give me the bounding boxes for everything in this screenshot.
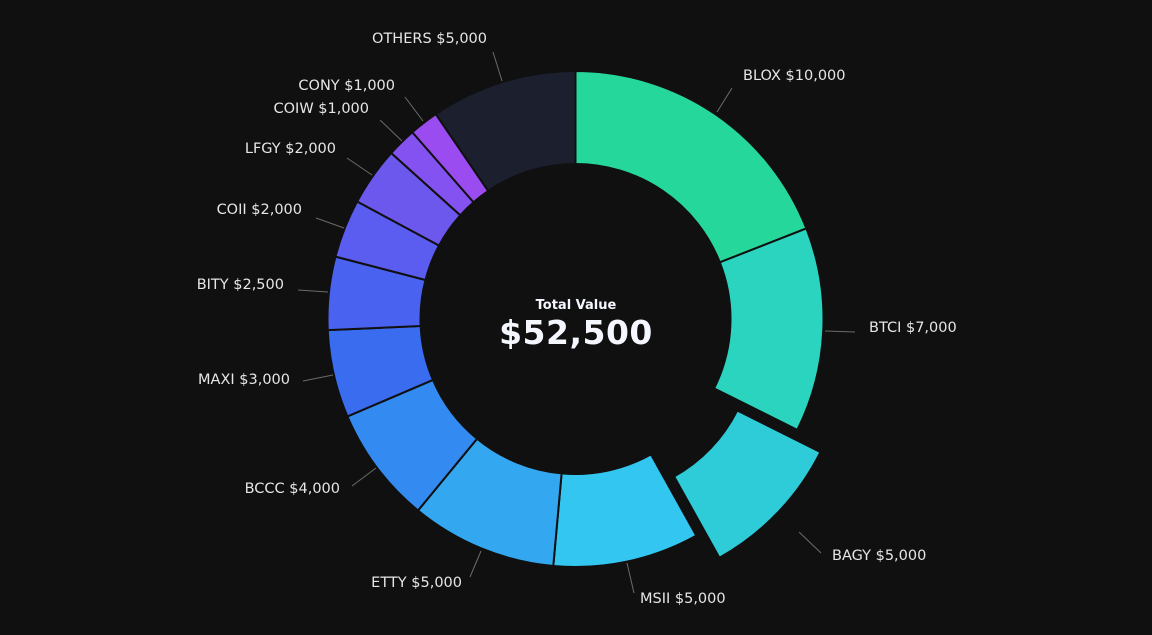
segment-msii[interactable]: [552, 453, 698, 568]
total-value-amount: $52,500: [499, 313, 653, 352]
leader-line-bagy: [798, 531, 822, 554]
donut-segments: [326, 69, 825, 568]
leader-line-coii: [315, 217, 345, 229]
label-etty: ETTY $5,000: [371, 575, 462, 591]
leader-line-lfgy: [346, 157, 373, 176]
center-summary: Total Value $52,500: [476, 298, 676, 352]
label-lfgy: LFGY $2,000: [245, 141, 336, 157]
label-bagy: BAGY $5,000: [832, 548, 926, 564]
label-bity: BITY $2,500: [197, 277, 284, 293]
segment-others[interactable]: [434, 69, 577, 193]
label-others: OTHERS $5,000: [372, 31, 487, 47]
label-blox: BLOX $10,000: [743, 68, 846, 84]
label-bccc: BCCC $4,000: [245, 481, 340, 497]
leader-line-msii: [626, 562, 635, 594]
leader-line-bccc: [351, 467, 377, 487]
segment-btci[interactable]: [712, 227, 825, 432]
leader-line-bity: [297, 289, 329, 293]
leader-line-coiw: [379, 119, 403, 142]
leader-line-others: [492, 51, 503, 82]
leader-line-maxi: [302, 374, 334, 382]
label-maxi: MAXI $3,000: [198, 372, 290, 388]
label-coiw: COIW $1,000: [274, 101, 370, 117]
label-leader-lines: [297, 51, 856, 594]
leader-line-cony: [404, 96, 424, 122]
leader-line-etty: [469, 550, 482, 578]
leader-line-blox: [716, 87, 733, 113]
total-value-title: Total Value: [535, 298, 617, 313]
segment-bagy[interactable]: [672, 409, 822, 560]
label-cony: CONY $1,000: [298, 78, 395, 94]
label-coii: COII $2,000: [217, 202, 302, 218]
slice-labels: BLOX $10,000 BTCI $7,000 BAGY $5,000 MSII $…: [197, 31, 957, 607]
label-msii: MSII $5,000: [640, 591, 726, 607]
segment-blox[interactable]: [574, 69, 808, 264]
leader-line-btci: [824, 330, 856, 333]
label-btci: BTCI $7,000: [869, 320, 957, 336]
